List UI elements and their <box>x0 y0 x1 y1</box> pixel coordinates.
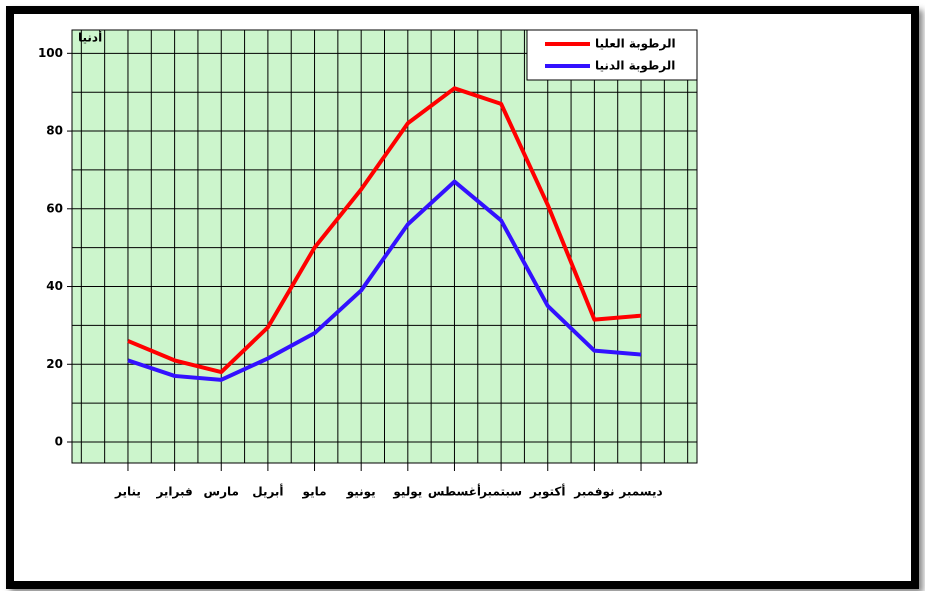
x-tick-label: أغسطس <box>428 484 481 499</box>
x-tick-label: ديسمبر <box>618 485 662 499</box>
x-tick-label: مايو <box>302 485 327 500</box>
x-tick-label: نوفمبر <box>573 485 614 500</box>
y-tick-label: 100 <box>38 46 63 60</box>
x-tick-label: أبريل <box>252 484 283 499</box>
x-tick-label: فبراير <box>155 485 192 499</box>
x-tick-label: سبتمبر <box>479 485 522 499</box>
legend-label: الرطوبة العليا <box>595 37 676 52</box>
line-series <box>127 86 642 375</box>
y-tick-label: 20 <box>46 357 63 371</box>
y-tick-label: 0 <box>55 435 63 449</box>
legend-box <box>526 29 698 81</box>
x-tick-label: يناير <box>114 485 141 499</box>
y-tick-label: 60 <box>46 201 63 215</box>
x-tick-label: أكتوبر <box>529 484 565 500</box>
x-tick-label: يونيو <box>346 485 376 500</box>
annotation: أدنيا <box>78 30 102 45</box>
line-series <box>127 179 642 382</box>
y-tick-label: 40 <box>46 279 63 293</box>
x-tick-label: مارس <box>204 485 239 499</box>
legend-label: الرطوبة الدنيا <box>595 59 675 74</box>
y-tick-label: 80 <box>46 124 63 138</box>
x-tick-label: يوليو <box>392 485 422 500</box>
